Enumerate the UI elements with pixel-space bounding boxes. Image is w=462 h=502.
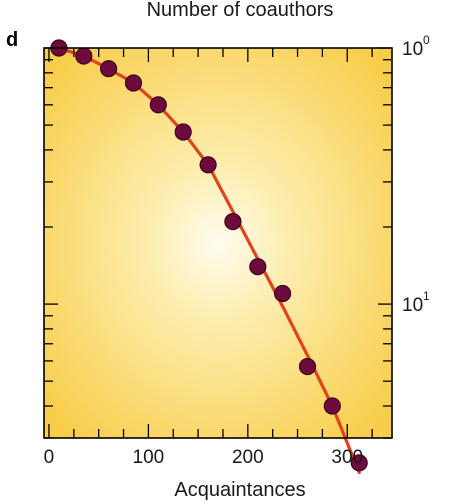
x-tick-label: 100: [133, 447, 165, 468]
data-point: [99, 60, 118, 78]
y-tick-label-exponent: 0: [423, 33, 430, 47]
tick-layer: [44, 47, 392, 439]
y-tick-label: 10: [402, 39, 423, 60]
data-point: [224, 213, 242, 231]
data-point: [274, 284, 292, 303]
panel-label: d: [6, 29, 18, 51]
plot-frame: [43, 47, 393, 439]
data-point: [323, 397, 341, 415]
x-tick-label: 300: [331, 447, 363, 468]
y-tick-label: 10: [402, 295, 423, 316]
data-point: [75, 47, 93, 65]
data-point: [199, 156, 217, 174]
data-point: [298, 358, 317, 376]
x-tick-label: 200: [232, 447, 264, 468]
x-tick-label: 0: [44, 447, 55, 468]
y-tick-label-exponent: 1: [423, 289, 430, 303]
data-point: [124, 74, 143, 92]
plot-background: [44, 48, 392, 438]
x-axis-title: Acquaintances: [174, 479, 305, 501]
data-point: [249, 258, 267, 276]
data-point: [350, 454, 368, 472]
data-point: [149, 96, 167, 114]
point-layer: [50, 39, 368, 472]
data-point: [174, 123, 192, 141]
top-axis-title: Number of coauthors: [147, 0, 334, 21]
